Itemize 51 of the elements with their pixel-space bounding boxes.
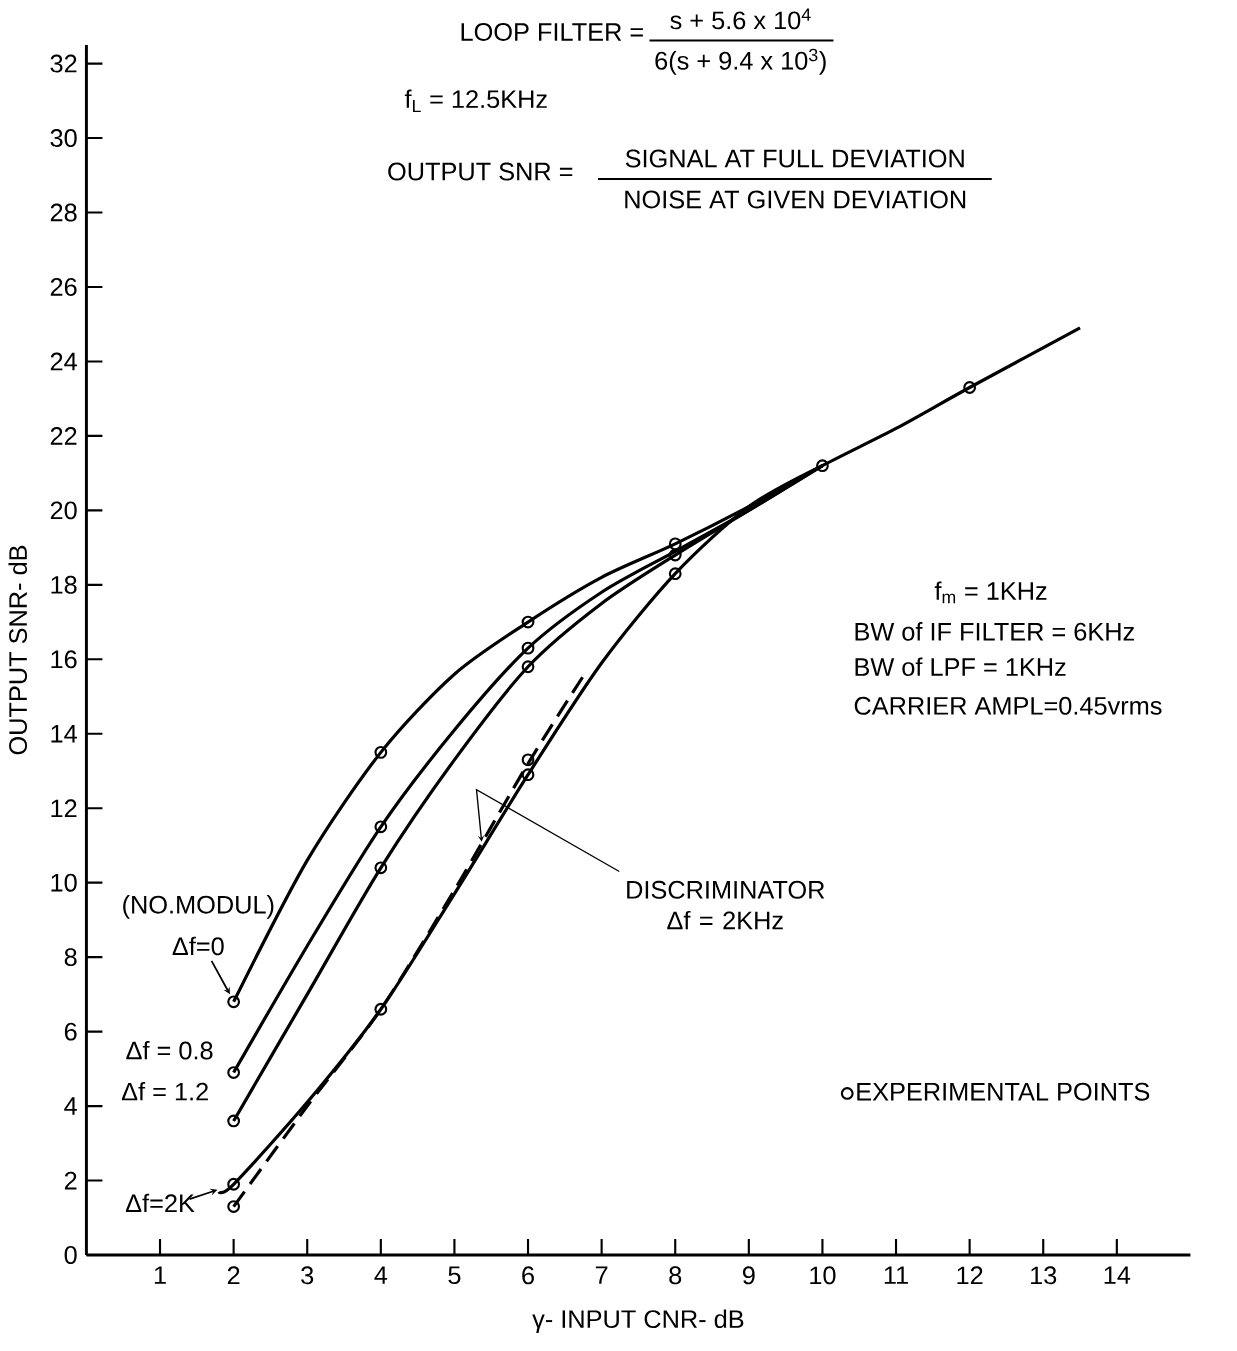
y-tick-label: 28 <box>50 203 77 222</box>
x-tick-label: 7 <box>595 1266 608 1284</box>
y-tick-label: 10 <box>51 873 77 892</box>
x-tick-label: 13 <box>1030 1266 1056 1285</box>
annotation: OUTPUT SNR = <box>388 162 573 181</box>
series-label: Δf=0 <box>172 936 224 956</box>
annotation: CARRIER AMPL=0.45vrms <box>854 696 1162 715</box>
y-tick-label: 18 <box>51 575 77 594</box>
annotation: BW of LPF = 1KHz <box>855 657 1066 677</box>
x-tick-label: 12 <box>957 1266 983 1285</box>
x-tick-label: 14 <box>1104 1266 1130 1284</box>
annotation: NOISE AT GIVEN DEVIATION <box>625 190 965 209</box>
y-tick-label: 12 <box>51 799 77 818</box>
y-tick-label: 2 <box>64 1171 77 1190</box>
x-tick-label: 6 <box>522 1266 534 1285</box>
y-tick-label: 30 <box>50 129 77 148</box>
y-tick-label: 22 <box>50 427 77 445</box>
y-tick-label: 6 <box>64 1022 77 1041</box>
y-tick-label: 0 <box>64 1246 77 1264</box>
x-tick-label: 8 <box>669 1266 681 1285</box>
y-tick-label: 24 <box>50 352 77 371</box>
annotation: SIGNAL AT FULL DEVIATION <box>625 149 964 168</box>
y-axis-title: OUTPUT SNR- dB <box>8 545 27 755</box>
x-tick-label: 2 <box>227 1266 240 1285</box>
y-tick-label: 26 <box>50 278 77 296</box>
y-tick-label: 16 <box>51 650 77 669</box>
y-tick-label: 4 <box>64 1097 77 1115</box>
x-tick-label: 9 <box>742 1266 755 1285</box>
legend-label: EXPERIMENTAL POINTS <box>857 1082 1149 1101</box>
annotation: f$_{L}$ = 12.5KHz <box>404 89 547 113</box>
annotation: BW of IF FILTER = 6KHz <box>855 622 1134 641</box>
x-axis-title: γ- INPUT CNR- dB <box>532 1309 744 1334</box>
text: s + 5.6 x 10$^{4}$ <box>670 8 811 30</box>
text: DISCRIMINATOR Δf = 2KHz <box>626 880 825 930</box>
annotation: (NO.MODUL) <box>122 895 274 919</box>
x-tick-label: 3 <box>300 1266 313 1285</box>
y-tick-label: 20 <box>50 501 77 520</box>
x-tick-label: 5 <box>448 1266 461 1285</box>
y-tick-label: 14 <box>51 725 77 743</box>
x-tick-label: 4 <box>374 1266 387 1284</box>
y-tick-label: 8 <box>64 948 77 967</box>
x-tick-label: 1 <box>154 1266 166 1284</box>
series-label: Δf = 0.8 <box>126 1040 213 1060</box>
series-label: Δf=2K <box>125 1193 195 1213</box>
y-tick-label: 32 <box>50 54 77 73</box>
annotation: f$_{m}$ = 1KHz <box>934 581 1047 604</box>
legend-label: Δf = 1.2 <box>121 1082 208 1101</box>
x-tick-label: 10 <box>810 1266 836 1285</box>
annotation: 6(s + 9.4 x 10$^{3}$) <box>655 48 826 75</box>
x-tick-label: 11 <box>884 1266 908 1284</box>
text: LOOP FILTER = <box>461 22 643 41</box>
